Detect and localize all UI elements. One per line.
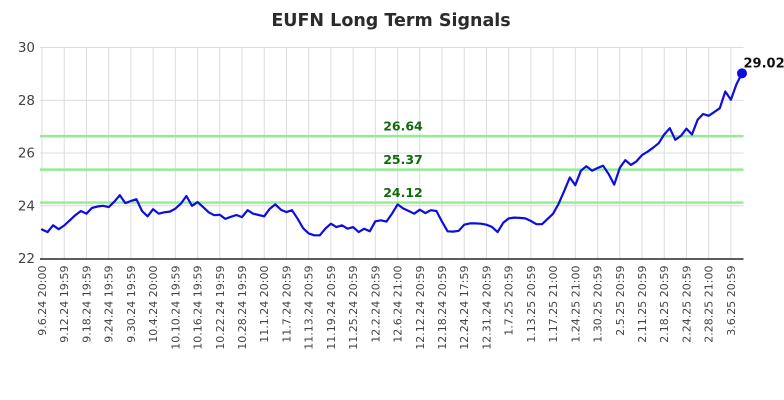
signal-label: 26.64 xyxy=(383,119,423,134)
x-tick-label: 12.18.24 20:59 xyxy=(436,266,449,350)
x-tick-label: 2.11.25 20:59 xyxy=(636,266,649,343)
x-tick-label: 1.30.25 20:59 xyxy=(592,266,605,343)
signal-label: 24.12 xyxy=(383,185,423,200)
x-tick-label: 11.13.24 20:59 xyxy=(303,266,316,350)
x-tick-label: 12.31.24 20:59 xyxy=(480,266,493,350)
x-tick-label: 1.13.25 20:59 xyxy=(525,266,538,343)
last-value-label: 29.02 xyxy=(744,56,784,71)
x-tick-label: 2.24.25 20:59 xyxy=(680,266,693,343)
x-tick-label: 10.28.24 19:59 xyxy=(236,266,249,350)
price-line xyxy=(40,72,744,237)
x-tick-label: 10.22.24 19:59 xyxy=(214,266,227,350)
x-tick-label: 12.2.24 20:59 xyxy=(369,266,382,343)
x-tick-label: 11.1.24 20:00 xyxy=(258,266,271,343)
x-tick-label: 2.28.25 21:00 xyxy=(703,266,716,343)
chart-title: EUFN Long Term Signals xyxy=(271,11,510,31)
last-point-marker xyxy=(737,68,747,79)
x-tick-label: 12.12.24 20:59 xyxy=(414,266,427,350)
x-tick-label: 12.6.24 21:00 xyxy=(392,266,405,343)
x-tick-label: 10.16.24 19:59 xyxy=(192,266,205,350)
x-tick-label: 9.24.24 19:59 xyxy=(103,266,116,343)
x-tick-label: 11.7.24 20:59 xyxy=(280,266,293,343)
y-tick-label: 30 xyxy=(18,40,35,56)
x-tick-label: 9.18.24 19:59 xyxy=(80,266,93,343)
y-tick-label: 26 xyxy=(18,146,35,162)
x-tick-label: 10.10.24 19:59 xyxy=(169,266,182,350)
x-tick-label: 10.4.24 20:00 xyxy=(147,266,160,343)
x-tick-label: 3.6.25 20:59 xyxy=(725,266,738,336)
x-tick-label: 9.12.24 19:59 xyxy=(58,266,71,343)
x-tick-label: 2.18.25 20:59 xyxy=(658,266,671,343)
x-tick-label: 12.24.24 17:59 xyxy=(458,266,471,350)
y-tick-label: 24 xyxy=(18,198,35,214)
x-tick-label: 2.5.25 20:59 xyxy=(614,266,627,336)
y-tick-label: 28 xyxy=(18,93,35,109)
signal-label: 25.37 xyxy=(383,152,423,167)
x-tick-label: 11.19.24 20:59 xyxy=(325,266,338,350)
x-tick-label: 1.17.25 21:00 xyxy=(547,266,560,343)
x-tick-label: 1.24.25 21:00 xyxy=(569,266,582,343)
x-tick-label: 1.7.25 20:59 xyxy=(503,266,516,336)
x-tick-label: 9.30.24 19:59 xyxy=(125,266,138,343)
x-tick-label: 11.25.24 20:59 xyxy=(347,266,360,350)
y-tick-label: 22 xyxy=(18,251,35,267)
x-tick-label: 9.6.24 20:00 xyxy=(36,266,49,336)
